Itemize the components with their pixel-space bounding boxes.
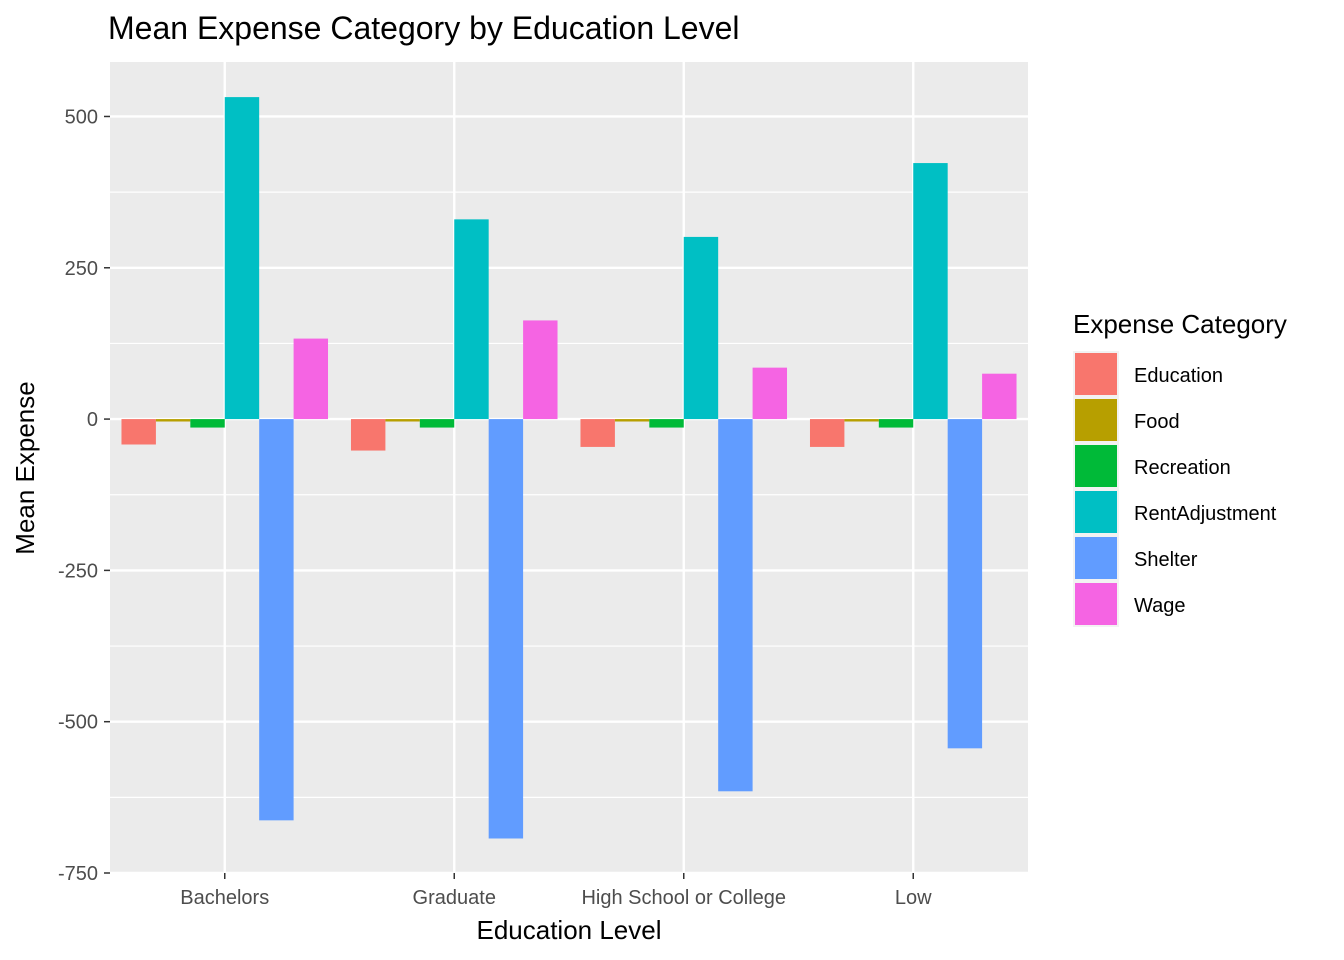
bar-food-bachelors [155,419,191,422]
bar-wage-low [982,373,1017,420]
x-tick-label: Bachelors [180,887,269,909]
bar-recreation-low [878,419,914,428]
legend-label-recreation: Recreation [1134,457,1231,479]
legend-label-wage: Wage [1134,595,1186,617]
y-axis: 500 250 0 -250 -500 -750 [58,106,110,885]
bar-education-bachelors [121,419,156,445]
bar-recreation-bachelors [190,419,225,428]
y-tick-label: 500 [65,106,98,128]
legend-swatch-rentadjustment [1075,491,1117,533]
bar-rentadjustment-bachelors [224,97,260,420]
legend-label-education: Education [1134,365,1223,387]
legend-swatch-recreation [1075,445,1117,487]
bar-food-high-school-or-college [614,419,650,422]
bar-wage-bachelors [293,338,329,420]
x-tick-label: Low [895,887,932,909]
legend-swatch-wage [1075,583,1117,625]
x-axis: Bachelors Graduate High School or College L… [180,873,932,909]
bar-education-graduate [350,419,386,451]
legend-swatch-shelter [1075,537,1117,579]
bar-food-low [844,419,879,422]
bar-rentadjustment-low [913,163,948,420]
legend-items: Education Food Recreation RentAdjustment She… [1073,351,1277,627]
y-tick-label: -750 [58,863,98,885]
x-tick-label: Graduate [413,887,496,909]
bar-recreation-high-school-or-college [649,419,684,428]
bar-shelter-low [947,419,983,749]
y-axis-title: Mean Expense [10,381,40,554]
y-tick-label: 250 [65,258,98,280]
bar-shelter-bachelors [259,419,294,821]
bar-shelter-graduate [488,419,524,839]
y-tick-label: 0 [87,409,98,431]
bar-education-low [809,419,845,447]
bar-wage-graduate [523,320,558,420]
bar-wage-high-school-or-college [752,367,788,420]
legend-swatch-food [1075,399,1117,441]
bar-rentadjustment-graduate [454,219,489,420]
bar-education-high-school-or-college [580,419,615,447]
chart-title: Mean Expense Category by Education Level [108,10,740,46]
y-tick-label: -500 [58,712,98,734]
legend-label-rentadjustment: RentAdjustment [1134,503,1277,525]
legend: Expense Category Education Food Recreation… [1073,309,1287,627]
legend-title: Expense Category [1073,309,1287,339]
legend-label-shelter: Shelter [1134,549,1198,571]
bar-rentadjustment-high-school-or-college [683,236,719,420]
bar-recreation-graduate [419,419,455,428]
y-tick-label: -250 [58,560,98,582]
legend-swatch-education [1075,353,1117,395]
bar-shelter-high-school-or-college [718,419,753,792]
x-tick-label: High School or College [581,887,786,909]
bars [121,97,1017,839]
legend-label-food: Food [1134,411,1180,433]
x-axis-title: Education Level [476,915,661,945]
bar-food-graduate [385,419,420,422]
